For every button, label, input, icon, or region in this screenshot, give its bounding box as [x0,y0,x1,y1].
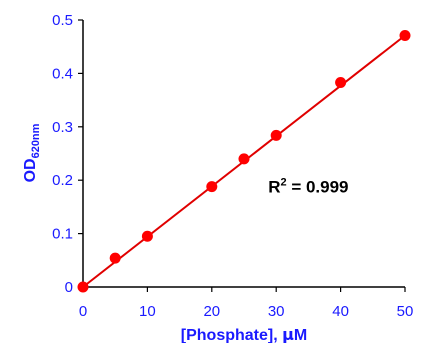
y-axis-label-main: OD [22,158,39,182]
data-point [335,76,347,88]
y-axis-label: OD620nm [22,123,42,182]
x-tick-label: 0 [79,303,87,320]
data-point [109,252,121,264]
y-tick-label: 0.1 [52,226,73,243]
data-point [399,29,411,41]
y-tick-label: 0.5 [52,12,73,29]
data-points [77,29,411,293]
x-axis-label-main: [Phosphate], [181,327,282,343]
x-axis-label-unit: M [294,327,307,343]
x-tick-label: 30 [268,303,285,320]
data-point [238,153,250,165]
r-squared-annotation: R2 = 0.999 [268,177,348,197]
y-tick-label: 0.4 [52,65,73,82]
plot-area [82,20,405,288]
r-squared-prefix: R [268,178,280,197]
y-ticks: 0 0.1 0.2 0.3 0.4 0.5 [52,12,83,296]
data-point [141,230,153,242]
data-point [270,129,282,141]
x-tick-label: 40 [332,303,349,320]
data-point [77,281,89,293]
y-axis-label-sub: 620nm [30,123,42,158]
r-squared-sup: 2 [280,177,286,189]
x-axis-label-mu: μ [282,325,294,343]
r-squared-value: = 0.999 [287,178,349,197]
x-tick-label: 10 [139,303,156,320]
x-ticks: 0 10 20 30 40 50 [79,287,414,320]
y-tick-label: 0.2 [52,172,73,189]
x-tick-label: 20 [203,303,220,320]
x-axis-label: [Phosphate], μM [181,325,307,343]
x-tick-label: 50 [397,303,414,320]
data-point [206,181,218,193]
y-tick-label: 0 [65,279,73,296]
y-tick-label: 0.3 [52,119,73,136]
